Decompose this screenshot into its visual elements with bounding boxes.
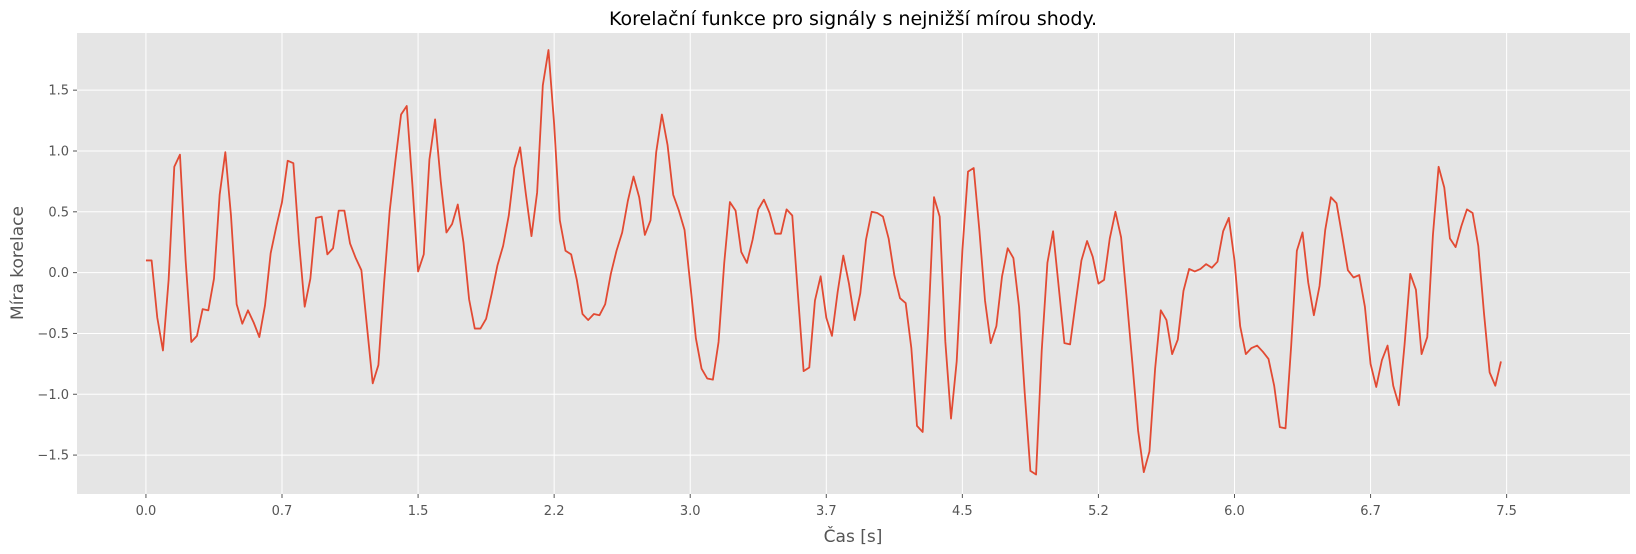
x-tick-label: 3.0 bbox=[680, 504, 701, 519]
x-tick-label: 3.7 bbox=[816, 504, 837, 519]
x-tick-label: 7.5 bbox=[1496, 504, 1517, 519]
x-tick-label: 0.7 bbox=[272, 504, 293, 519]
y-tick-label: 1.5 bbox=[48, 84, 69, 99]
y-tick-label: 0.5 bbox=[48, 205, 69, 220]
y-tick-label: −1.5 bbox=[37, 449, 69, 464]
y-tick-label: −0.5 bbox=[37, 327, 69, 342]
x-tick-label: 5.2 bbox=[1088, 504, 1109, 519]
y-tick-label: 0.0 bbox=[48, 266, 69, 281]
x-tick-label: 6.7 bbox=[1360, 504, 1381, 519]
x-tick-label: 2.2 bbox=[544, 504, 565, 519]
y-axis-label: Míra korelace bbox=[8, 206, 28, 320]
x-tick-label: 6.0 bbox=[1224, 504, 1245, 519]
x-tick-label: 1.5 bbox=[408, 504, 429, 519]
y-tick-label: −1.0 bbox=[37, 388, 69, 403]
series-line bbox=[145, 49, 1502, 476]
x-tick-label: 0.0 bbox=[136, 504, 157, 519]
chart-title: Korelační funkce pro signály s nejnižší … bbox=[609, 8, 1097, 30]
series-layer bbox=[145, 49, 1502, 476]
tick-labels: 0.0 0.7 1.5 2.2 3.0 3.7 4.5 5.2 6.0 6.7 7.5 −1.5 −1.… bbox=[37, 84, 1517, 519]
x-tick-label: 4.5 bbox=[952, 504, 973, 519]
x-axis-label: Čas [s] bbox=[824, 525, 883, 547]
y-tick-label: 1.0 bbox=[48, 144, 69, 159]
plot-background bbox=[77, 33, 1630, 494]
